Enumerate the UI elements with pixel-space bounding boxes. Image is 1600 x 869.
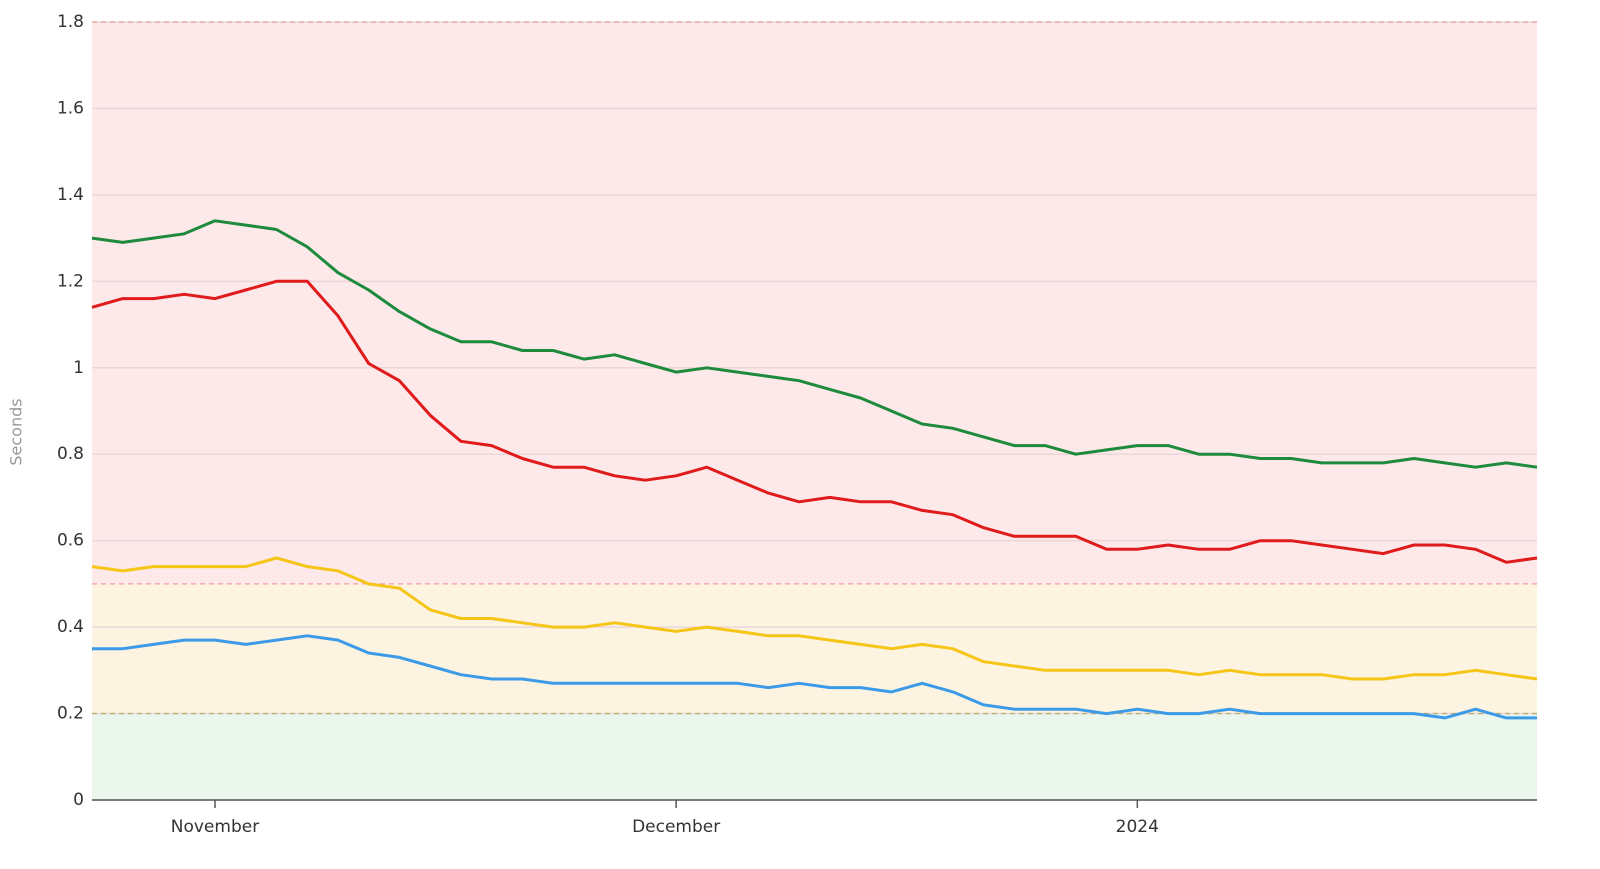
x-tick-label: 2024 bbox=[1116, 817, 1159, 837]
y-tick-label: 0 bbox=[73, 790, 84, 810]
y-tick-label: 1.6 bbox=[57, 98, 84, 118]
threshold-band bbox=[92, 583, 1537, 714]
series-line bbox=[92, 634, 1537, 720]
threshold-band bbox=[92, 713, 1537, 800]
y-tick-label: 0.2 bbox=[57, 704, 84, 724]
y-tick-label: 1.2 bbox=[57, 271, 84, 291]
y-tick-label: 0.8 bbox=[57, 444, 84, 464]
y-tick-label: 0.6 bbox=[57, 531, 84, 551]
threshold-band bbox=[92, 22, 1537, 584]
y-tick-label: 1 bbox=[73, 358, 84, 378]
series-line bbox=[91, 279, 1538, 564]
y-axis-label: Seconds bbox=[7, 398, 26, 465]
y-tick-label: 0.4 bbox=[57, 617, 84, 637]
x-tick-label: December bbox=[632, 817, 720, 837]
x-tick-label: November bbox=[171, 817, 259, 837]
y-tick-label: 1.4 bbox=[57, 185, 84, 205]
series-line bbox=[91, 556, 1538, 681]
series-line bbox=[91, 219, 1538, 469]
y-tick-label: 1.8 bbox=[57, 12, 84, 32]
